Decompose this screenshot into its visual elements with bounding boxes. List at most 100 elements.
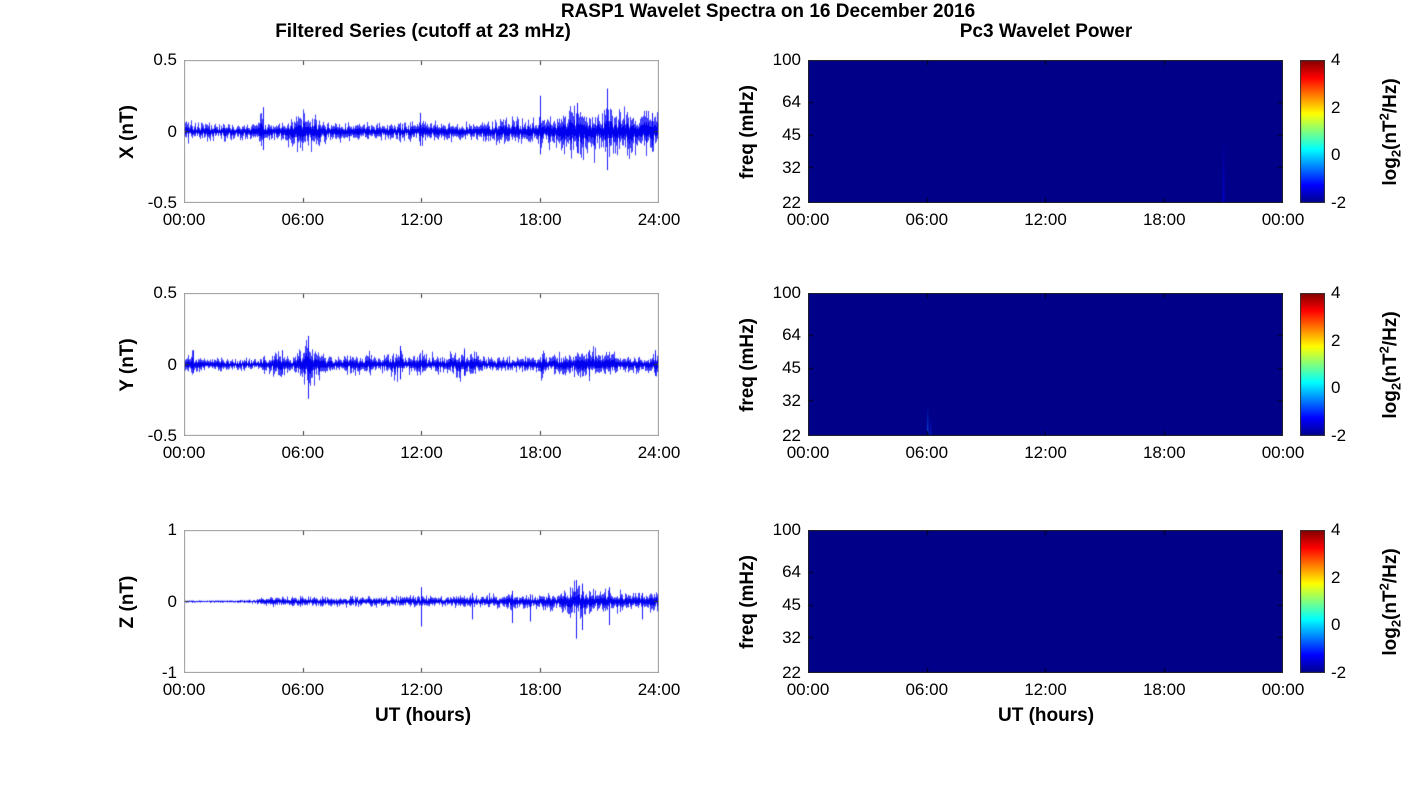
x-tick-label: 00:00 <box>786 443 830 462</box>
y-tick-label: 22 <box>782 426 801 445</box>
x-tick-label: 00:00 <box>162 443 206 462</box>
right-column-title: Pc3 Wavelet Power <box>959 21 1133 42</box>
colorbar-canvas <box>1300 530 1325 673</box>
y-axis-label: Z (nT) <box>117 575 138 628</box>
x-tick-label: 12:00 <box>1024 443 1067 462</box>
x-tick-label: 00:00 <box>786 210 830 229</box>
y-tick-label: 45 <box>782 595 801 615</box>
y-tick-label: 0.5 <box>153 50 177 69</box>
x-tick-label: 24:00 <box>637 210 681 229</box>
x-tick-label: 12:00 <box>1024 210 1067 229</box>
colorbar-label-part: 2 <box>1376 582 1392 590</box>
y-tick-label: 32 <box>782 627 801 647</box>
colorbar-canvas <box>1300 293 1325 436</box>
x-tick-label: 06:00 <box>905 210 949 229</box>
colorbar-label-part: log <box>1379 389 1401 419</box>
x-tick-label: 18:00 <box>518 680 562 699</box>
colorbar-label-part: log <box>1379 156 1401 186</box>
spectrogram-canvas <box>808 293 1283 436</box>
colorbar-tick-label: 0 <box>1331 145 1341 165</box>
y-tick-label: 45 <box>782 358 801 378</box>
colorbar-tick-label: -2 <box>1331 193 1347 212</box>
colorbar-label-part: (nT <box>1379 589 1401 620</box>
x-tick-label: 06:00 <box>281 210 325 229</box>
x-tick-label: 06:00 <box>905 443 949 462</box>
x-tick-label: 00:00 <box>1261 443 1305 462</box>
colorbar-label-part: /Hz) <box>1379 310 1401 346</box>
y-tick-label: 1 <box>167 520 177 539</box>
colorbar-label: log2(nT2/Hz) <box>1376 78 1403 185</box>
y-tick-label: 0 <box>167 591 177 611</box>
figure-title: RASP1 Wavelet Spectra on 16 December 201… <box>560 1 976 22</box>
colorbar-label-part: /Hz) <box>1379 547 1401 583</box>
colorbar-tick-label: 4 <box>1331 520 1341 539</box>
timeseries-canvas-z <box>184 530 659 673</box>
timeseries-canvas-y <box>184 293 659 436</box>
colorbar-tick-label: 0 <box>1331 378 1341 398</box>
colorbar-label-part: 2 <box>1388 149 1404 157</box>
colorbar-label-part: log <box>1379 626 1401 656</box>
y-tick-label: 64 <box>782 562 801 582</box>
colorbar-canvas <box>1300 60 1325 203</box>
x-tick-label: 00:00 <box>162 680 206 699</box>
x-tick-label: 12:00 <box>400 210 443 229</box>
x-tick-label: 06:00 <box>905 680 949 699</box>
y-tick-label: 0 <box>167 354 177 374</box>
x-tick-label: 18:00 <box>518 210 562 229</box>
y-tick-label: 64 <box>782 325 801 345</box>
y-tick-label: 22 <box>782 663 801 682</box>
colorbar-label-part: 2 <box>1376 112 1392 120</box>
x-tick-label: 12:00 <box>400 443 443 462</box>
y-tick-label: 32 <box>782 390 801 410</box>
y-tick-label: 0 <box>167 121 177 141</box>
colorbar-tick-label: 4 <box>1331 283 1341 302</box>
freq-axis-label: freq (mHz) <box>737 84 758 179</box>
colorbar-label-part: 2 <box>1376 345 1392 353</box>
colorbar-tick-label: 4 <box>1331 50 1341 69</box>
colorbar-tick-label: 2 <box>1331 330 1341 350</box>
y-tick-label: 45 <box>782 125 801 145</box>
y-tick-label: 100 <box>772 50 801 69</box>
spectrogram-canvas <box>808 530 1283 673</box>
y-tick-label: 100 <box>772 283 801 302</box>
x-tick-label: 00:00 <box>786 680 830 699</box>
y-tick-label: 64 <box>782 92 801 112</box>
timeseries-canvas-x <box>184 60 659 203</box>
right-x-axis-label: UT (hours) <box>997 705 1095 726</box>
x-tick-label: 00:00 <box>1261 680 1305 699</box>
x-tick-label: 12:00 <box>1024 680 1067 699</box>
colorbar-tick-label: 2 <box>1331 567 1341 587</box>
y-tick-label: -0.5 <box>147 193 177 212</box>
left-column-title: Filtered Series (cutoff at 23 mHz) <box>275 21 571 42</box>
y-tick-label: 22 <box>782 193 801 212</box>
x-tick-label: 24:00 <box>637 443 681 462</box>
y-tick-label: -0.5 <box>147 426 177 445</box>
colorbar-label-part: /Hz) <box>1379 77 1401 113</box>
colorbar-label: log2(nT2/Hz) <box>1376 311 1403 418</box>
colorbar-label: log2(nT2/Hz) <box>1376 548 1403 655</box>
x-tick-label: 18:00 <box>1142 443 1186 462</box>
freq-axis-label: freq (mHz) <box>737 317 758 412</box>
x-tick-label: 18:00 <box>1142 210 1186 229</box>
x-tick-label: 24:00 <box>637 680 681 699</box>
y-axis-label: X (nT) <box>117 104 138 159</box>
x-tick-label: 06:00 <box>281 680 325 699</box>
x-tick-label: 00:00 <box>162 210 206 229</box>
x-tick-label: 18:00 <box>518 443 562 462</box>
freq-axis-label: freq (mHz) <box>737 554 758 649</box>
y-tick-label: 32 <box>782 157 801 177</box>
colorbar-tick-label: 2 <box>1331 97 1341 117</box>
colorbar-tick-label: -2 <box>1331 663 1347 682</box>
y-tick-label: -1 <box>161 663 177 682</box>
colorbar-tick-label: -2 <box>1331 426 1347 445</box>
y-tick-label: 100 <box>772 520 801 539</box>
colorbar-label-part: 2 <box>1388 619 1404 627</box>
colorbar-tick-label: 0 <box>1331 615 1341 635</box>
colorbar-label-part: (nT <box>1379 352 1401 383</box>
x-tick-label: 00:00 <box>1261 210 1305 229</box>
x-tick-label: 12:00 <box>400 680 443 699</box>
colorbar-label-part: 2 <box>1388 382 1404 390</box>
y-tick-label: 0.5 <box>153 283 177 302</box>
colorbar-label-part: (nT <box>1379 119 1401 150</box>
